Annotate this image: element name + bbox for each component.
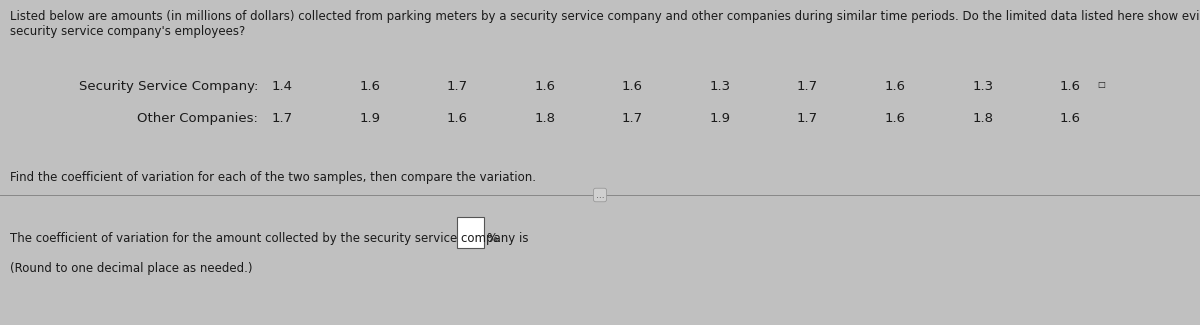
Text: 1.6: 1.6	[534, 80, 556, 93]
Text: Find the coefficient of variation for each of the two samples, then compare the : Find the coefficient of variation for ea…	[10, 171, 535, 184]
Text: 1.7: 1.7	[797, 112, 818, 125]
Text: Other Companies:: Other Companies:	[137, 112, 258, 125]
Text: The coefficient of variation for the amount collected by the security service co: The coefficient of variation for the amo…	[10, 232, 528, 245]
Text: 1.7: 1.7	[271, 112, 293, 125]
Text: □: □	[1097, 80, 1105, 89]
Text: 1.8: 1.8	[534, 112, 556, 125]
Text: Security Service Company:: Security Service Company:	[79, 80, 258, 93]
Text: 1.3: 1.3	[972, 80, 994, 93]
Text: 1.6: 1.6	[884, 112, 906, 125]
Text: 1.6: 1.6	[1060, 112, 1081, 125]
Text: 1.9: 1.9	[709, 112, 731, 125]
Text: 1.6: 1.6	[884, 80, 906, 93]
Text: 1.6: 1.6	[359, 80, 380, 93]
Text: 1.6: 1.6	[446, 112, 468, 125]
Text: %.: %.	[486, 232, 500, 245]
Text: 1.6: 1.6	[1060, 80, 1081, 93]
Text: Listed below are amounts (in millions of dollars) collected from parking meters : Listed below are amounts (in millions of…	[10, 10, 1200, 38]
Text: 1.3: 1.3	[709, 80, 731, 93]
Text: 1.6: 1.6	[622, 80, 643, 93]
Text: 1.7: 1.7	[797, 80, 818, 93]
Text: (Round to one decimal place as needed.): (Round to one decimal place as needed.)	[10, 262, 252, 275]
Text: 1.7: 1.7	[446, 80, 468, 93]
Text: 1.4: 1.4	[271, 80, 293, 93]
Text: 1.7: 1.7	[622, 112, 643, 125]
Text: 1.8: 1.8	[972, 112, 994, 125]
Text: 1.9: 1.9	[359, 112, 380, 125]
Text: ...: ...	[595, 190, 605, 200]
